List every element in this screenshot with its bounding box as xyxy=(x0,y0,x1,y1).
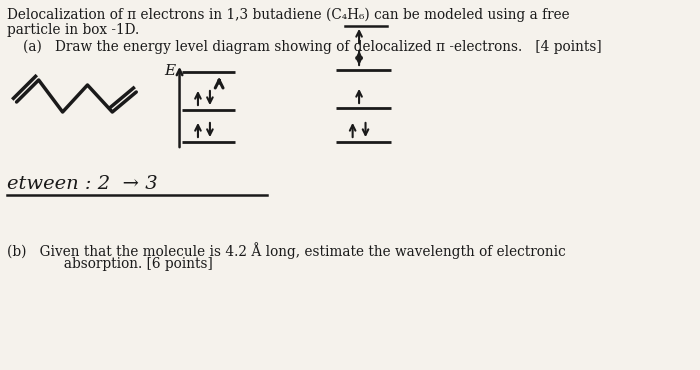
Text: (b)   Given that the molecule is 4.2 Å long, estimate the wavelength of electron: (b) Given that the molecule is 4.2 Å lon… xyxy=(8,242,566,259)
Text: absorption. [6 points]: absorption. [6 points] xyxy=(8,257,213,271)
Text: particle in box -1D.: particle in box -1D. xyxy=(8,23,139,37)
Text: E: E xyxy=(164,64,175,78)
Text: Delocalization of π electrons in 1,3 butadiene (C₄H₆) can be modeled using a fre: Delocalization of π electrons in 1,3 but… xyxy=(8,8,570,23)
Text: (a)   Draw the energy level diagram showing of delocalized π -electrons.   [4 po: (a) Draw the energy level diagram showin… xyxy=(23,40,601,54)
Text: etween : 2  → 3: etween : 2 → 3 xyxy=(8,175,158,193)
